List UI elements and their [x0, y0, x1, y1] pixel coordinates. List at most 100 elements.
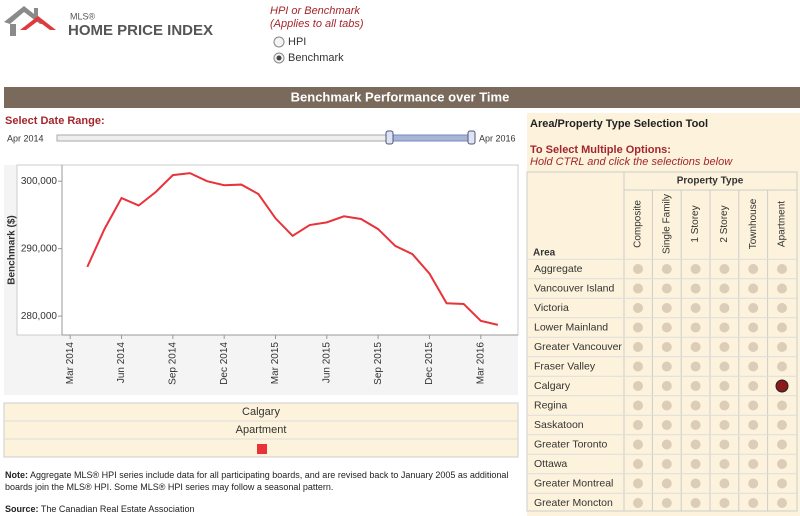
cell[interactable] [748, 283, 759, 294]
cell[interactable] [719, 303, 730, 313]
cell[interactable] [777, 420, 787, 430]
cell[interactable] [777, 303, 787, 313]
cell[interactable] [777, 342, 787, 352]
cell[interactable] [690, 283, 701, 294]
cell[interactable] [690, 322, 701, 333]
cell[interactable] [748, 400, 759, 411]
cell[interactable] [748, 420, 759, 430]
cell[interactable] [748, 303, 759, 313]
cell[interactable] [690, 381, 701, 391]
area-label[interactable]: Fraser Valley [534, 360, 596, 372]
cell[interactable] [690, 342, 701, 352]
cell[interactable] [690, 498, 701, 508]
cell[interactable] [748, 342, 759, 352]
slider-handle[interactable] [467, 130, 476, 145]
cell[interactable] [777, 361, 787, 372]
cell[interactable] [661, 459, 672, 469]
cell[interactable] [633, 459, 643, 469]
cell[interactable] [748, 459, 759, 469]
cell[interactable] [633, 303, 643, 313]
cell[interactable] [633, 361, 643, 372]
cell[interactable] [690, 439, 701, 450]
cell[interactable] [690, 361, 701, 372]
area-label[interactable]: Ottawa [534, 458, 567, 470]
cell[interactable] [633, 420, 643, 430]
cell[interactable] [690, 420, 701, 430]
cell[interactable] [748, 381, 759, 391]
type-header[interactable]: Townhouse [748, 198, 759, 249]
radio-button[interactable] [273, 36, 285, 48]
radio-label[interactable]: Benchmark [288, 52, 344, 64]
radio-label[interactable]: HPI [288, 36, 306, 48]
area-label[interactable]: Greater Montreal [534, 477, 613, 489]
cell[interactable] [633, 400, 643, 411]
cell[interactable] [777, 283, 787, 294]
cell[interactable] [661, 264, 672, 274]
type-header[interactable]: 1 Storey [690, 205, 701, 242]
cell[interactable] [719, 478, 730, 489]
cell[interactable] [690, 264, 701, 274]
cell[interactable] [661, 420, 672, 430]
selected-cell[interactable] [775, 379, 789, 393]
cell[interactable] [661, 400, 672, 411]
area-label[interactable]: Greater Toronto [534, 438, 608, 450]
slider-handle[interactable] [385, 130, 394, 145]
cell[interactable] [719, 420, 730, 430]
cell[interactable] [748, 478, 759, 489]
cell[interactable] [690, 303, 701, 313]
cell[interactable] [777, 439, 787, 450]
type-header[interactable]: Apartment [777, 201, 788, 247]
area-label[interactable]: Victoria [534, 302, 569, 314]
area-label[interactable]: Lower Mainland [534, 321, 608, 333]
cell[interactable] [633, 342, 643, 352]
cell[interactable] [719, 361, 730, 372]
cell[interactable] [748, 264, 759, 274]
cell[interactable] [777, 498, 787, 508]
area-label[interactable]: Calgary [534, 380, 571, 392]
cell[interactable] [690, 400, 701, 411]
cell[interactable] [719, 322, 730, 333]
cell[interactable] [719, 439, 730, 450]
cell[interactable] [633, 283, 643, 294]
cell[interactable] [777, 322, 787, 333]
cell[interactable] [661, 478, 672, 489]
cell[interactable] [661, 439, 672, 450]
cell[interactable] [661, 303, 672, 313]
cell[interactable] [748, 498, 759, 508]
cell[interactable] [633, 478, 643, 489]
cell[interactable] [633, 264, 643, 274]
cell[interactable] [661, 342, 672, 352]
area-label[interactable]: Greater Vancouver [534, 341, 622, 353]
cell[interactable] [661, 498, 672, 508]
cell[interactable] [661, 283, 672, 294]
cell[interactable] [690, 459, 701, 469]
cell[interactable] [661, 361, 672, 372]
cell[interactable] [719, 459, 730, 469]
area-label[interactable]: Saskatoon [534, 419, 584, 431]
cell[interactable] [777, 459, 787, 469]
cell[interactable] [719, 381, 730, 391]
cell[interactable] [719, 498, 730, 508]
cell[interactable] [777, 400, 787, 411]
area-label[interactable]: Aggregate [534, 263, 583, 275]
type-header[interactable]: 2 Storey [719, 205, 730, 242]
area-label[interactable]: Regina [534, 399, 567, 411]
cell[interactable] [633, 498, 643, 508]
area-label[interactable]: Vancouver Island [534, 282, 615, 294]
cell[interactable] [748, 361, 759, 372]
type-header[interactable]: Composite [633, 200, 644, 248]
cell[interactable] [661, 322, 672, 333]
cell[interactable] [748, 322, 759, 333]
cell[interactable] [719, 283, 730, 294]
cell[interactable] [719, 400, 730, 411]
type-header[interactable]: Single Family [661, 194, 672, 254]
cell[interactable] [719, 342, 730, 352]
cell[interactable] [690, 478, 701, 489]
cell[interactable] [777, 478, 787, 489]
cell[interactable] [661, 381, 672, 391]
cell[interactable] [633, 322, 643, 333]
cell[interactable] [719, 264, 730, 274]
cell[interactable] [633, 439, 643, 450]
area-label[interactable]: Greater Moncton [534, 497, 613, 509]
cell[interactable] [748, 439, 759, 450]
